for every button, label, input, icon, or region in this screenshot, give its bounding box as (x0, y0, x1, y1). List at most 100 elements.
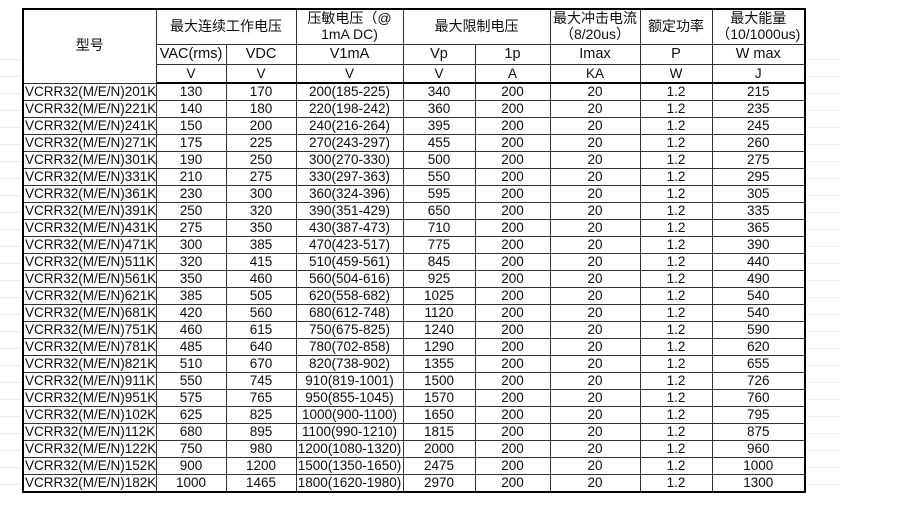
value-cell: 460 (155, 321, 227, 339)
unit-j: J (711, 63, 806, 84)
model-cell: VCRR32(M/E/N)391K (22, 202, 157, 220)
value-cell: 925 (402, 270, 476, 288)
value-cell: 250 (155, 202, 227, 220)
header-line: （8/20us） (559, 25, 631, 42)
value-cell: 1.2 (639, 372, 713, 390)
value-cell: 1.2 (639, 168, 713, 186)
table-row: VCRR32(M/E/N)112K 680 895 1100(990-1210) 181… (22, 423, 806, 441)
value-cell: 950(855-1045) (295, 389, 404, 407)
table-row: VCRR32(M/E/N)122K 750 980 1200(1080-1320) 20… (22, 440, 806, 458)
value-cell: 620(558-682) (295, 287, 404, 305)
table-row: VCRR32(M/E/N)221K 140 180 220(198-242) 360 20… (22, 100, 806, 118)
value-cell: 225 (225, 134, 297, 152)
value-cell: 175 (155, 134, 227, 152)
value-cell: 200 (474, 474, 551, 493)
value-cell: 200 (474, 406, 551, 424)
value-cell: 200 (474, 389, 551, 407)
value-cell: 1500(1350-1650) (295, 457, 404, 475)
value-cell: 200 (474, 168, 551, 186)
value-cell: 215 (711, 82, 806, 101)
header-line: 最大冲击电流 (553, 9, 637, 26)
table-row: VCRR32(M/E/N)301K 190 250 300(270-330) 500 20… (22, 151, 806, 169)
left-gridline-marks (0, 43, 21, 497)
value-cell: 200 (474, 82, 551, 101)
value-cell: 200 (474, 185, 551, 203)
value-cell: 750(675-825) (295, 321, 404, 339)
value-cell: 590 (711, 321, 806, 339)
table-row: VCRR32(M/E/N)391K 250 320 390(351-429) 650 20… (22, 202, 806, 220)
value-cell: 1.2 (639, 151, 713, 169)
value-cell: 726 (711, 372, 806, 390)
header-line: 压敏电压（@ (307, 9, 392, 26)
value-cell: 1355 (402, 355, 476, 373)
value-cell: 510 (155, 355, 227, 373)
value-cell: 1.2 (639, 270, 713, 288)
model-cell: VCRR32(M/E/N)201K (22, 82, 157, 101)
value-cell: 20 (549, 151, 641, 169)
col-header-v1ma: V1mA (295, 43, 404, 65)
value-cell: 1570 (402, 389, 476, 407)
header-line: 1mA DC) (321, 25, 378, 42)
value-cell: 210 (155, 168, 227, 186)
value-cell: 765 (225, 389, 297, 407)
value-cell: 1290 (402, 338, 476, 356)
value-cell: 550 (402, 168, 476, 186)
value-cell: 1.2 (639, 82, 713, 101)
unit-a: A (474, 63, 551, 84)
value-cell: 20 (549, 270, 641, 288)
header-unit-row: V V V V A KA W J (23, 63, 806, 84)
value-cell: 390 (711, 236, 806, 254)
value-cell: 440 (711, 253, 806, 271)
value-cell: 20 (549, 372, 641, 390)
header-group-row: 型号 最大连续工作电压 压敏电压（@ 1mA DC) 最大限制电压 最大冲击电流… (22, 8, 806, 84)
value-cell: 1.2 (639, 287, 713, 305)
value-cell: 300 (155, 236, 227, 254)
value-cell: 200 (474, 457, 551, 475)
value-cell: 240(216-264) (295, 117, 404, 135)
varistor-spec-table: 型号 最大连续工作电压 压敏电压（@ 1mA DC) 最大限制电压 最大冲击电流… (22, 8, 806, 493)
col-header-vdc: VDC (225, 43, 297, 65)
table-row: VCRR32(M/E/N)331K 210 275 330(297-363) 550 20… (22, 168, 806, 186)
value-cell: 1500 (402, 372, 476, 390)
value-cell: 1025 (402, 287, 476, 305)
value-cell: 190 (155, 151, 227, 169)
value-cell: 1815 (402, 423, 476, 441)
value-cell: 550 (155, 372, 227, 390)
model-cell: VCRR32(M/E/N)271K (22, 134, 157, 152)
col-header-p: P (639, 43, 713, 65)
value-cell: 650 (402, 202, 476, 220)
value-cell: 1650 (402, 406, 476, 424)
table-row: VCRR32(M/E/N)951K 575 765 950(855-1045) 1570… (22, 389, 806, 407)
value-cell: 385 (225, 236, 297, 254)
value-cell: 780(702-858) (295, 338, 404, 356)
value-cell: 20 (549, 185, 641, 203)
value-cell: 1.2 (639, 406, 713, 424)
value-cell: 305 (711, 185, 806, 203)
value-cell: 20 (549, 440, 641, 458)
value-cell: 540 (711, 287, 806, 305)
value-cell: 1.2 (639, 321, 713, 339)
table-row: VCRR32(M/E/N)182K 1000 1465 1800(1620-1980)… (22, 474, 806, 493)
value-cell: 455 (402, 134, 476, 152)
table-row: VCRR32(M/E/N)102K 625 825 1000(900-1100) 165… (22, 406, 806, 424)
value-cell: 365 (711, 219, 806, 237)
model-cell: VCRR32(M/E/N)681K (22, 304, 157, 322)
col-group-rated-power: 额定功率 (639, 8, 713, 45)
value-cell: 20 (549, 338, 641, 356)
value-cell: 200 (474, 202, 551, 220)
value-cell: 340 (402, 82, 476, 101)
value-cell: 20 (549, 287, 641, 305)
value-cell: 430(387-473) (295, 219, 404, 237)
value-cell: 875 (711, 423, 806, 441)
value-cell: 200 (474, 338, 551, 356)
value-cell: 895 (225, 423, 297, 441)
value-cell: 900 (155, 457, 227, 475)
model-cell: VCRR32(M/E/N)301K (22, 151, 157, 169)
model-cell: VCRR32(M/E/N)182K (22, 474, 157, 493)
table-row: VCRR32(M/E/N)241K 150 200 240(216-264) 395 20… (22, 117, 806, 135)
table-row: VCRR32(M/E/N)361K 230 300 360(324-396) 595 20… (22, 185, 806, 203)
table-header: 型号 最大连续工作电压 压敏电压（@ 1mA DC) 最大限制电压 最大冲击电流… (22, 8, 806, 84)
value-cell: 2475 (402, 457, 476, 475)
value-cell: 275 (225, 168, 297, 186)
